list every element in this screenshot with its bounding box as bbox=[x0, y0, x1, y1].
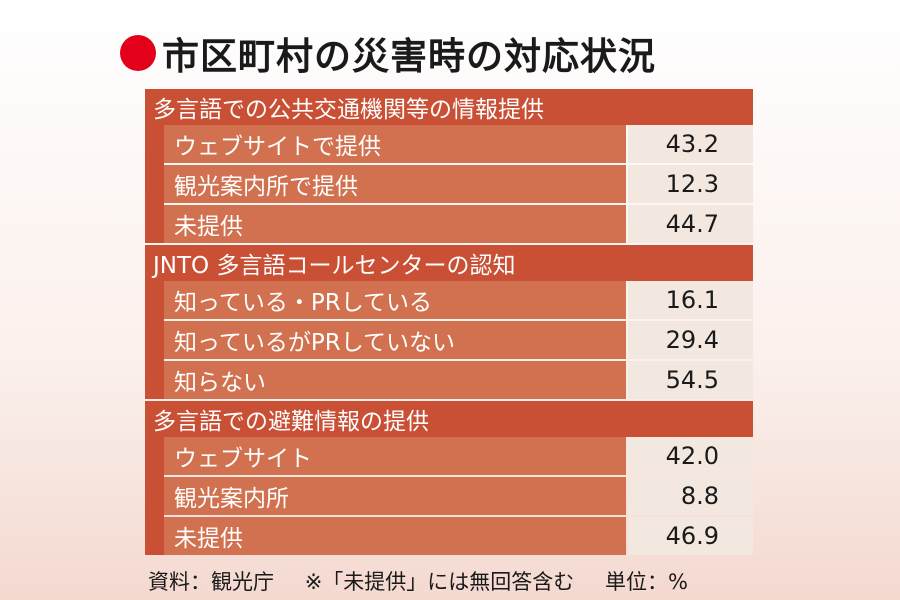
row-label: 知っているがPRしていない bbox=[164, 321, 626, 359]
table-row: 知らない 54.5 bbox=[164, 361, 753, 399]
row-value: 29.4 bbox=[628, 321, 753, 359]
row-value: 16.1 bbox=[628, 281, 753, 319]
section-stripe bbox=[145, 281, 164, 399]
answer-note: ※「未提供」には無回答含む bbox=[304, 570, 575, 594]
table-row: 観光案内所で提供 12.3 bbox=[164, 165, 753, 203]
data-table: 多言語での公共交通機関等の情報提供 ウェブサイトで提供 43.2 観光案内所で提供 12… bbox=[145, 89, 753, 557]
table-row: ウェブサイト 42.0 bbox=[164, 437, 753, 475]
section-rows: ウェブサイト 42.0 観光案内所 8.8 未提供 46.9 bbox=[164, 437, 753, 555]
table-row: 観光案内所 8.8 bbox=[164, 477, 753, 515]
row-label: 知らない bbox=[164, 361, 626, 399]
row-label: 観光案内所で提供 bbox=[164, 165, 626, 203]
section-rows: 知っている・PRしている 16.1 知っているがPRしていない 29.4 知らない 54.… bbox=[164, 281, 753, 399]
section-stripe bbox=[145, 125, 164, 243]
table-row: 未提供 46.9 bbox=[164, 517, 753, 555]
row-value: 43.2 bbox=[628, 125, 753, 163]
row-value: 44.7 bbox=[628, 205, 753, 243]
source-note: 資料：観光庁 bbox=[148, 570, 274, 594]
unit-note: 単位：% bbox=[604, 570, 688, 594]
table-section: 多言語での避難情報の提供 ウェブサイト 42.0 観光案内所 8.8 未提供 46.9 bbox=[145, 401, 753, 555]
row-label: 知っている・PRしている bbox=[164, 281, 626, 319]
table-row: 知っている・PRしている 16.1 bbox=[164, 281, 753, 319]
row-label: 未提供 bbox=[164, 205, 626, 243]
row-value: 54.5 bbox=[628, 361, 753, 399]
table-row: ウェブサイトで提供 43.2 bbox=[164, 125, 753, 163]
section-header: JNTO 多言語コールセンターの認知 bbox=[145, 245, 753, 281]
table-row: 未提供 44.7 bbox=[164, 205, 753, 243]
row-label: 観光案内所 bbox=[164, 477, 626, 515]
bullet-dot-icon bbox=[120, 35, 156, 71]
section-header: 多言語での公共交通機関等の情報提供 bbox=[145, 89, 753, 125]
table-section: 多言語での公共交通機関等の情報提供 ウェブサイトで提供 43.2 観光案内所で提供 12… bbox=[145, 89, 753, 243]
table-row: 知っているがPRしていない 29.4 bbox=[164, 321, 753, 359]
section-rows: ウェブサイトで提供 43.2 観光案内所で提供 12.3 未提供 44.7 bbox=[164, 125, 753, 243]
row-value: 8.8 bbox=[628, 477, 753, 515]
section-header: 多言語での避難情報の提供 bbox=[145, 401, 753, 437]
title-text: 市区町村の災害時の対応状況 bbox=[162, 35, 656, 78]
footer: 資料：観光庁 ※「未提供」には無回答含む 単位：% bbox=[148, 566, 712, 596]
row-label: ウェブサイトで提供 bbox=[164, 125, 626, 163]
chart-title: 市区町村の災害時の対応状況 bbox=[120, 28, 656, 78]
row-label: 未提供 bbox=[164, 517, 626, 555]
row-value: 12.3 bbox=[628, 165, 753, 203]
row-value: 46.9 bbox=[628, 517, 753, 555]
row-value: 42.0 bbox=[628, 437, 753, 475]
row-label: ウェブサイト bbox=[164, 437, 626, 475]
section-stripe bbox=[145, 437, 164, 555]
table-section: JNTO 多言語コールセンターの認知 知っている・PRしている 16.1 知っているが… bbox=[145, 245, 753, 399]
